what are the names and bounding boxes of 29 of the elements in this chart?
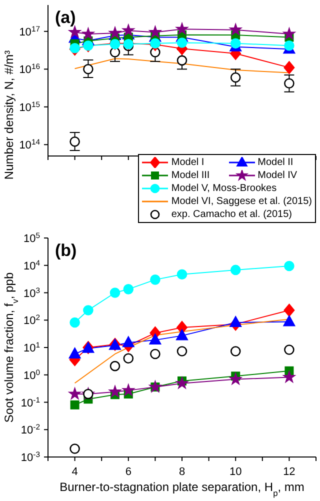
y-tick-label: 10$^{15}$ <box>19 99 40 114</box>
y-tick-label: 10$^{14}$ <box>19 137 41 152</box>
y-tick-label: 10$^{4}$ <box>23 258 41 272</box>
y-tick-label: 10$^{-1}$ <box>20 394 40 410</box>
legend-label: Model VI, Saggese et al. (2015) <box>171 195 312 208</box>
x-tick-label: 4 <box>72 466 78 478</box>
legend-label: Model I <box>171 156 204 169</box>
x-tick-label: 10 <box>229 466 242 478</box>
x-axis-title: Burner-to-stagnation plate separation, H$_{p}$, mm <box>60 480 304 498</box>
y-axis-title: Number density, N, #/m³ <box>2 50 16 180</box>
x-tick-label: 6 <box>125 466 132 478</box>
y-tick-label: 10$^{0}$ <box>23 367 40 382</box>
legend-label: Model IV <box>258 169 298 182</box>
chart-title: (a) <box>55 8 76 28</box>
legend-label: exp. Camacho et al. (2015) <box>171 208 292 221</box>
y-tick-label: 10$^{-3}$ <box>20 450 40 464</box>
y-tick-label: 10$^{3}$ <box>23 285 40 300</box>
y-tick-label: 10$^{16}$ <box>19 62 40 76</box>
y-tick-label: 10$^{-2}$ <box>20 422 40 437</box>
x-tick-label: 12 <box>283 466 296 478</box>
x-tick-label: 8 <box>178 466 186 478</box>
legend-label: Model II <box>258 156 294 169</box>
y-tick-label: 10$^{5}$ <box>23 230 40 245</box>
y-tick-label: 10$^{2}$ <box>23 312 40 328</box>
y-tick-label: 10$^{1}$ <box>23 340 40 354</box>
legend-label: Model V, Moss-Brookes <box>171 182 277 195</box>
legend-label: Model III <box>171 169 210 182</box>
chart-title: (b) <box>55 241 77 261</box>
y-tick-label: 10$^{17}$ <box>19 24 40 38</box>
